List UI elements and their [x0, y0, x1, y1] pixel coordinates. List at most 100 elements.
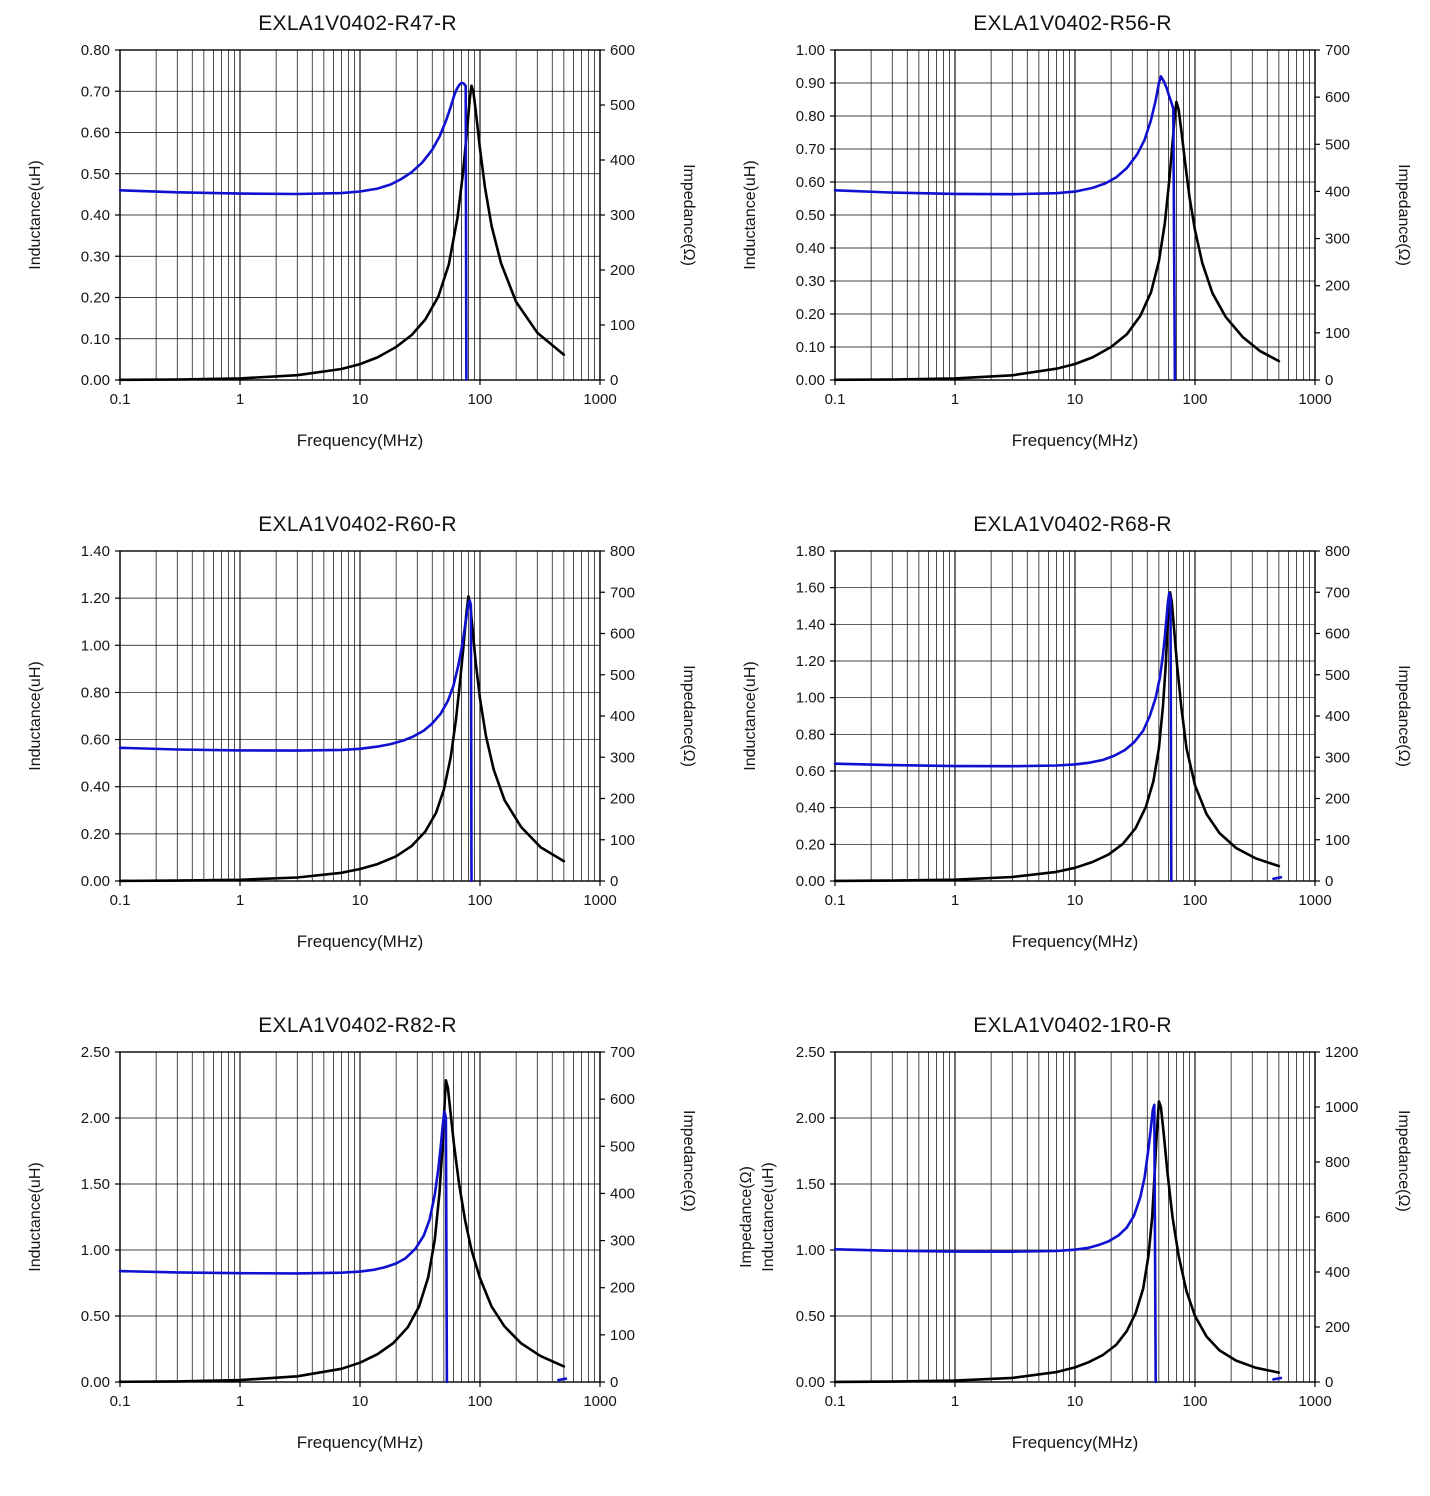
svg-text:400: 400 — [1325, 1264, 1350, 1281]
series-inductance-line — [118, 1110, 567, 1384]
svg-text:2.50: 2.50 — [80, 1044, 109, 1061]
svg-text:10: 10 — [351, 1393, 368, 1410]
chart-svg: 0.000.100.200.300.400.500.600.700.800.90… — [742, 42, 1412, 450]
series-impedance-line — [118, 595, 565, 883]
svg-text:1.20: 1.20 — [795, 653, 824, 670]
svg-text:1: 1 — [950, 892, 958, 909]
svg-text:10: 10 — [1066, 892, 1083, 909]
svg-text:1.00: 1.00 — [795, 1242, 824, 1259]
svg-text:0: 0 — [1325, 873, 1333, 890]
svg-text:0.80: 0.80 — [795, 726, 824, 743]
chart-exla1v0402-r68-r: EXLA1V0402-R68-R 0.00 0.20 0.40 0.60 0.80 1.0… — [727, 513, 1419, 964]
chart-title: EXLA1V0402-R47-R — [258, 12, 457, 35]
svg-text:Impedance(Ω): Impedance(Ω) — [680, 665, 696, 767]
svg-text:700: 700 — [1325, 42, 1350, 59]
svg-text:100: 100 — [1182, 892, 1207, 909]
svg-text:400: 400 — [610, 1185, 635, 1202]
svg-text:0.20: 0.20 — [795, 306, 824, 323]
svg-text:1.80: 1.80 — [795, 543, 824, 560]
svg-text:500: 500 — [610, 667, 635, 684]
svg-text:200: 200 — [610, 262, 635, 279]
svg-text:0.30: 0.30 — [80, 248, 109, 265]
svg-text:700: 700 — [610, 584, 635, 601]
svg-text:300: 300 — [610, 749, 635, 766]
svg-text:0: 0 — [1325, 372, 1333, 389]
svg-text:0.60: 0.60 — [795, 174, 824, 191]
svg-text:200: 200 — [610, 791, 635, 808]
svg-text:2.50: 2.50 — [795, 1044, 824, 1061]
svg-text:0.50: 0.50 — [795, 207, 824, 224]
svg-text:1000: 1000 — [1325, 1099, 1358, 1116]
svg-text:300: 300 — [1325, 749, 1350, 766]
svg-text:500: 500 — [1325, 667, 1350, 684]
svg-text:0.10: 0.10 — [795, 339, 824, 356]
svg-text:0.10: 0.10 — [80, 331, 109, 348]
svg-text:0.00: 0.00 — [80, 372, 109, 389]
svg-text:100: 100 — [1182, 391, 1207, 408]
svg-text:0: 0 — [610, 1374, 618, 1391]
svg-text:100: 100 — [610, 832, 635, 849]
chart-exla1v0402-r56-r: EXLA1V0402-R56-R 0.00 0.10 0.20 0.30 0.40 0.5… — [727, 12, 1419, 463]
svg-text:500: 500 — [1325, 136, 1350, 153]
svg-text:600: 600 — [610, 626, 635, 643]
svg-text:1000: 1000 — [1298, 1393, 1331, 1410]
svg-text:200: 200 — [610, 1280, 635, 1297]
svg-text:Inductance(uH): Inductance(uH) — [27, 1162, 44, 1271]
svg-text:0.70: 0.70 — [80, 83, 109, 100]
svg-text:600: 600 — [1325, 626, 1350, 643]
chart-title: EXLA1V0402-R68-R — [973, 513, 1172, 536]
svg-text:0.00: 0.00 — [795, 1374, 824, 1391]
svg-text:2.00: 2.00 — [80, 1110, 109, 1127]
svg-text:Frequency(MHz): Frequency(MHz) — [1011, 1433, 1138, 1452]
chart-svg: 0.000.501.001.502.002.500200400600800100… — [738, 1044, 1412, 1452]
series-inductance-line — [833, 1103, 1282, 1384]
svg-text:Inductance(uH): Inductance(uH) — [760, 1162, 777, 1271]
svg-text:0.1: 0.1 — [824, 892, 845, 909]
series-impedance-line — [118, 84, 565, 382]
svg-text:500: 500 — [610, 97, 635, 114]
svg-text:200: 200 — [1325, 278, 1350, 295]
svg-text:100: 100 — [1325, 325, 1350, 342]
series-impedance-line — [833, 100, 1280, 382]
series-impedance-line — [833, 591, 1280, 883]
svg-text:600: 600 — [1325, 1209, 1350, 1226]
svg-text:1.00: 1.00 — [795, 690, 824, 707]
svg-text:0.1: 0.1 — [824, 391, 845, 408]
series-inductance-line — [833, 591, 1282, 883]
svg-text:0.20: 0.20 — [80, 290, 109, 307]
svg-text:0.50: 0.50 — [80, 166, 109, 183]
svg-text:0.80: 0.80 — [80, 42, 109, 59]
svg-text:400: 400 — [610, 708, 635, 725]
svg-text:300: 300 — [1325, 231, 1350, 248]
svg-text:0.40: 0.40 — [795, 240, 824, 257]
chart-svg: 0.000.100.200.300.400.500.600.700.800100… — [27, 42, 697, 450]
svg-text:2.00: 2.00 — [795, 1110, 824, 1127]
svg-text:1000: 1000 — [583, 1393, 616, 1410]
chart-svg: 0.00 0.50 1.00 1.50 2.00 2.50 0 100 200 300 400 500… — [27, 1044, 697, 1452]
svg-text:0: 0 — [1325, 1374, 1333, 1391]
svg-text:0.20: 0.20 — [795, 836, 824, 853]
svg-text:10: 10 — [1066, 1393, 1083, 1410]
svg-text:100: 100 — [610, 1327, 635, 1344]
chart-title: EXLA1V0402-R60-R — [258, 513, 457, 536]
svg-text:0.70: 0.70 — [795, 141, 824, 158]
svg-text:0.90: 0.90 — [795, 75, 824, 92]
svg-text:1000: 1000 — [1298, 892, 1331, 909]
svg-text:Frequency(MHz): Frequency(MHz) — [296, 932, 423, 951]
svg-text:0.50: 0.50 — [80, 1308, 109, 1325]
svg-text:100: 100 — [467, 1393, 492, 1410]
svg-text:600: 600 — [1325, 89, 1350, 106]
svg-text:Inductance(uH): Inductance(uH) — [27, 160, 44, 269]
chart-svg: 0.00 0.20 0.40 0.60 0.80 1.00 1.20 1.40 1.60 1.80… — [742, 543, 1412, 951]
svg-text:0.40: 0.40 — [795, 800, 824, 817]
svg-text:Frequency(MHz): Frequency(MHz) — [1011, 932, 1138, 951]
charts-grid: EXLA1V0402-R47-R 0.00 0.10 0.20 0.30 0.40 0.5… — [12, 12, 1419, 1452]
svg-text:200: 200 — [1325, 791, 1350, 808]
chart-exla1v0402-r47-r: EXLA1V0402-R47-R 0.00 0.10 0.20 0.30 0.40 0.5… — [12, 12, 704, 463]
svg-text:Impedance(Ω): Impedance(Ω) — [738, 1166, 755, 1268]
svg-text:100: 100 — [610, 317, 635, 334]
series-impedance-line — [833, 1100, 1280, 1384]
svg-text:1.40: 1.40 — [80, 543, 109, 560]
series-inductance-line — [833, 75, 1176, 381]
svg-text:0.50: 0.50 — [795, 1308, 824, 1325]
